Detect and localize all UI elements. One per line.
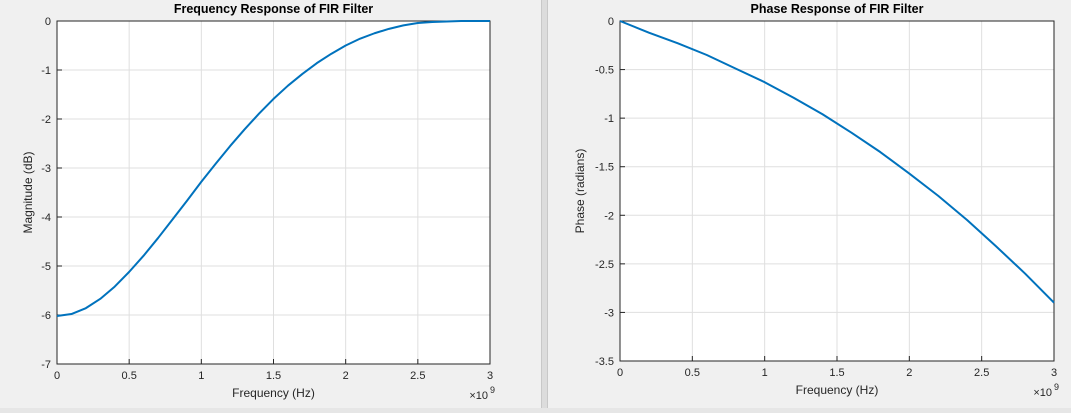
x-tick-label: 3 [487,370,493,382]
y-tick-label: 0 [45,16,51,28]
x-tick-label: 1.5 [829,367,844,379]
x-tick-label: 0.5 [122,370,137,382]
chart-title: Phase Response of FIR Filter [751,2,924,16]
y-tick-label: -1 [41,65,51,77]
phase-chart: 0 0.5 1 1.5 2 2.5 3 -3.5 -3 -2.5 -2 -1.5 -1 -0.5 0 Phas… [573,2,1059,399]
x-tick-label: 1 [762,367,768,379]
magnitude-figure-panel: 0 0.5 1 1.5 2 2.5 3 -7 -6 -5 -4 -3 -2 -1 0 Frequency Re… [21,2,495,402]
y-tick-label: -7 [41,359,51,371]
window-divider[interactable] [541,0,548,413]
y-tick-label: -3 [604,307,614,319]
x-exponent-power: 9 [1054,382,1059,392]
chart-title: Frequency Response of FIR Filter [174,2,373,16]
x-tick-label: 1 [198,370,204,382]
x-axis-label: Frequency (Hz) [796,383,879,397]
y-tick-label: -1.5 [595,162,614,174]
x-tick-label: 2.5 [974,367,989,379]
series-line [619,20,1055,304]
y-axis-label: Phase (radians) [573,149,587,234]
y-tick-label: -3.5 [595,356,614,368]
y-tick-label: -3 [41,163,51,175]
document-strip [0,408,1071,413]
x-exponent-label: ×10 [469,390,488,402]
y-tick-label: -4 [41,212,51,224]
x-tick-label: 2 [343,370,349,382]
y-tick-label: -1 [604,113,614,125]
x-axis-label: Frequency (Hz) [232,386,315,400]
phase-figure-panel: 0 0.5 1 1.5 2 2.5 3 -3.5 -3 -2.5 -2 -1.5 -1 -0.5 0 Phas… [548,0,1071,413]
x-tick-label: 3 [1051,367,1057,379]
x-tick-label: 0.5 [685,367,700,379]
series-line [56,20,490,317]
y-tick-label: -0.5 [595,65,614,77]
x-exponent-label: ×10 [1033,387,1052,399]
x-tick-label: 2 [906,367,912,379]
x-tick-label: 0 [54,370,60,382]
x-tick-label: 2.5 [410,370,425,382]
y-tick-label: -5 [41,261,51,273]
x-exponent-power: 9 [490,385,495,395]
y-tick-label: -2.5 [595,259,614,271]
y-tick-label: -2 [604,210,614,222]
y-tick-label: 0 [608,16,614,28]
x-tick-label: 1.5 [266,370,281,382]
magnitude-chart: 0 0.5 1 1.5 2 2.5 3 -7 -6 -5 -4 -3 -2 -1 0 Frequency Re… [21,2,495,402]
y-tick-label: -2 [41,114,51,126]
y-axis-label: Magnitude (dB) [21,151,35,233]
x-tick-label: 0 [617,367,623,379]
y-tick-label: -6 [41,310,51,322]
